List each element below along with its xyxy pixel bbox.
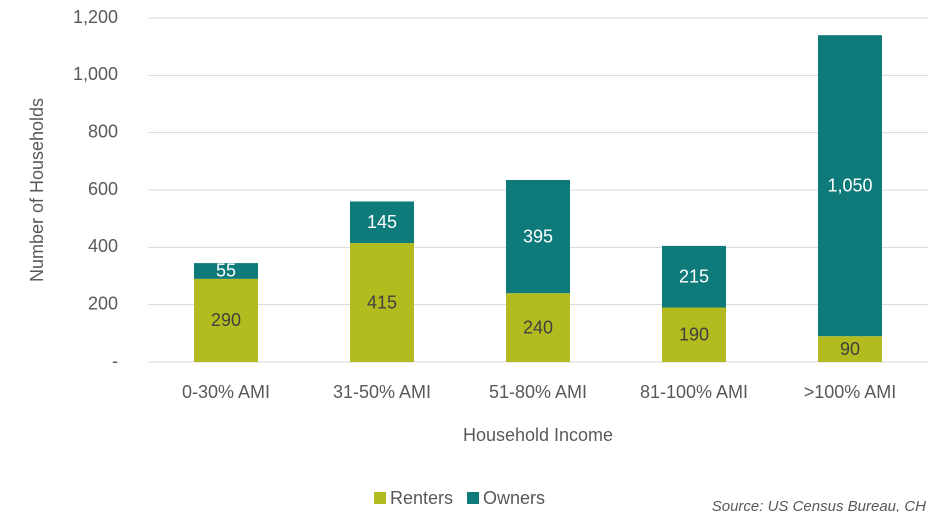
x-tick-label: 51-80% AMI: [489, 382, 587, 402]
y-tick-label: 400: [88, 236, 118, 256]
data-label: 90: [840, 339, 860, 359]
y-tick-label: 1,000: [73, 64, 118, 84]
x-axis-title: Household Income: [463, 425, 613, 445]
x-tick-label: >100% AMI: [804, 382, 897, 402]
data-label: 415: [367, 292, 397, 312]
bar-segment: [194, 278, 258, 362]
data-label: 290: [211, 310, 241, 330]
source-note: Source: US Census Bureau, CH: [712, 498, 926, 512]
bar-segment: [194, 263, 258, 279]
y-tick-label: 800: [88, 121, 118, 141]
bar-segment: [506, 179, 570, 294]
bar-segment: [818, 35, 882, 337]
legend-swatch: [374, 492, 386, 504]
y-tick-label: 200: [88, 293, 118, 313]
bar-segment: [662, 307, 726, 362]
y-tick-label: 600: [88, 179, 118, 199]
data-label: 1,050: [827, 175, 872, 195]
data-label: 55: [216, 261, 236, 281]
bar-segment: [662, 245, 726, 308]
data-label: 145: [367, 212, 397, 232]
y-tick-label: 1,200: [73, 7, 118, 27]
bar-segment: [506, 293, 570, 362]
data-label: 190: [679, 325, 709, 345]
data-label: 215: [679, 266, 709, 286]
data-label: 395: [523, 226, 553, 246]
bar-segment: [818, 336, 882, 362]
bar-segment: [350, 201, 414, 244]
legend-swatch: [467, 492, 480, 504]
legend-label: Owners: [483, 488, 545, 508]
x-tick-label: 0-30% AMI: [182, 382, 270, 402]
legend-label: Renters: [390, 488, 453, 508]
x-tick-label: 81-100% AMI: [640, 382, 748, 402]
bar-segment: [350, 243, 414, 362]
data-label: 240: [523, 317, 553, 337]
y-tick-label: -: [112, 351, 118, 371]
x-tick-label: 31-50% AMI: [333, 382, 431, 402]
y-axis-title: Number of Households: [27, 98, 47, 282]
